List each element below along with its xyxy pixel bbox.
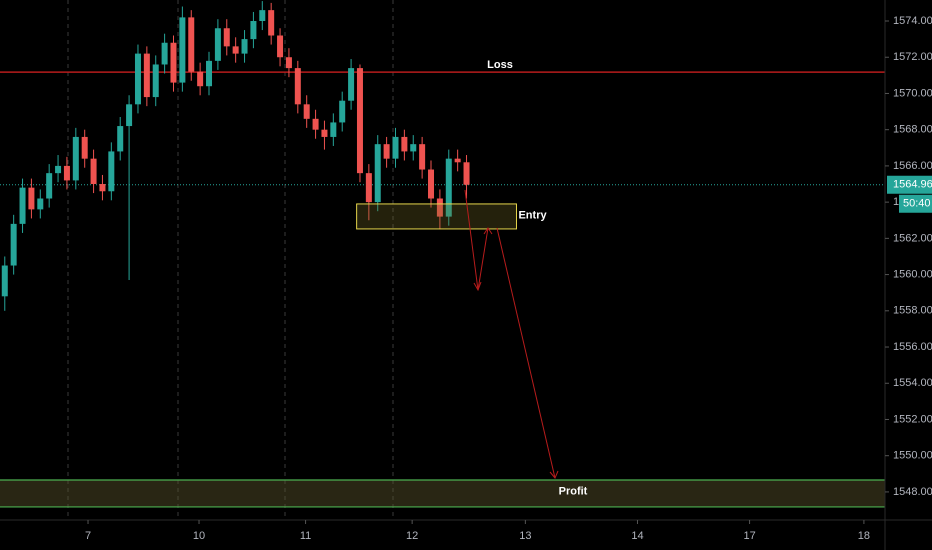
candle-body — [428, 169, 435, 199]
candle-body — [365, 173, 372, 203]
candle-body — [312, 118, 319, 130]
candle-body — [188, 17, 195, 72]
candle-body — [463, 162, 470, 185]
arrow-head — [483, 227, 493, 235]
candle-body — [206, 60, 213, 87]
x-tick-label: 7 — [85, 530, 91, 542]
profit-label: Profit — [559, 485, 588, 497]
candle-body — [241, 39, 248, 54]
candle-body — [10, 223, 17, 266]
candle-body — [117, 126, 124, 152]
candle-body — [259, 10, 266, 22]
candle-body — [214, 28, 221, 61]
y-tick-label: 1566.00 — [893, 160, 932, 172]
y-tick-label: 1558.00 — [893, 305, 932, 317]
candle-body — [1, 265, 8, 297]
candle-body — [28, 187, 35, 210]
entry-label: Entry — [518, 209, 547, 221]
arrow-head — [549, 470, 559, 479]
y-tick-label: 1570.00 — [893, 87, 932, 99]
last-price-box — [887, 175, 932, 194]
arrow-head — [473, 281, 482, 292]
countdown-label: 50:40 — [903, 198, 931, 210]
countdown-box — [899, 194, 932, 213]
candle-body — [179, 17, 186, 83]
candle-body — [454, 158, 461, 163]
y-tick-label: 1556.00 — [893, 341, 932, 353]
loss-label: Loss — [487, 59, 513, 71]
candle-body — [126, 104, 133, 127]
y-tick-label: 1572.00 — [893, 51, 932, 63]
candle-body — [436, 198, 443, 217]
y-tick-label: 1562.00 — [893, 232, 932, 244]
x-tick-label: 17 — [743, 530, 755, 542]
arrow-path — [496, 227, 556, 479]
candle-body — [134, 53, 141, 105]
x-tick-label: 12 — [406, 530, 418, 542]
candle-body — [63, 165, 70, 181]
x-tick-label: 10 — [193, 530, 205, 542]
candle-body — [19, 187, 26, 224]
candle-body — [223, 28, 230, 47]
candle-body — [143, 53, 150, 98]
candle-body — [152, 64, 159, 98]
x-tick-label: 13 — [519, 530, 531, 542]
candle-body — [170, 42, 177, 83]
y-tick-label: 1560.00 — [893, 268, 932, 280]
candle-body — [321, 129, 328, 137]
last-price-label: 1564.96 — [893, 179, 932, 191]
y-tick-label: 1548.00 — [893, 486, 932, 498]
candle-body — [392, 136, 399, 159]
candle-body — [268, 10, 275, 36]
candle-body — [108, 151, 115, 192]
y-tick-label: 1552.00 — [893, 413, 932, 425]
candle-body — [81, 136, 88, 159]
candle-body — [55, 165, 62, 174]
y-tick-label: 1554.00 — [893, 377, 932, 389]
candle-body — [37, 198, 44, 210]
candle-body — [356, 68, 363, 174]
candle-body — [197, 71, 204, 87]
plot: Profit Loss Entry — [0, 1, 885, 508]
candle-body — [401, 136, 408, 152]
candle-body — [232, 46, 239, 54]
x-tick-label: 14 — [631, 530, 643, 542]
arrows — [464, 189, 559, 479]
entry-zone — [356, 203, 517, 230]
candle-body — [285, 57, 292, 69]
candle-body — [72, 136, 79, 181]
candle-body — [445, 158, 452, 217]
candle-body — [348, 68, 355, 101]
candle-body — [90, 158, 97, 185]
candle-body — [419, 144, 426, 170]
candle-body — [339, 100, 346, 123]
candle-body — [46, 173, 53, 199]
candle-body — [277, 35, 284, 58]
candle-body — [383, 144, 390, 159]
profit-zone — [0, 479, 885, 507]
x-tick-label: 11 — [300, 530, 311, 542]
candle-body — [161, 42, 168, 65]
session-lines — [67, 0, 394, 520]
y-tick-label: 1574.00 — [893, 15, 932, 27]
y-tick-label: 1550.00 — [893, 450, 932, 462]
y-tick-label: 1568.00 — [893, 124, 932, 136]
candle-body — [410, 144, 417, 152]
candle-body — [330, 122, 337, 137]
candle-body — [99, 184, 106, 192]
x-tick-label: 18 — [858, 530, 870, 542]
candle-body — [374, 144, 381, 203]
candle-body — [303, 104, 310, 119]
candle-body — [250, 21, 257, 40]
candle-body — [294, 68, 301, 105]
